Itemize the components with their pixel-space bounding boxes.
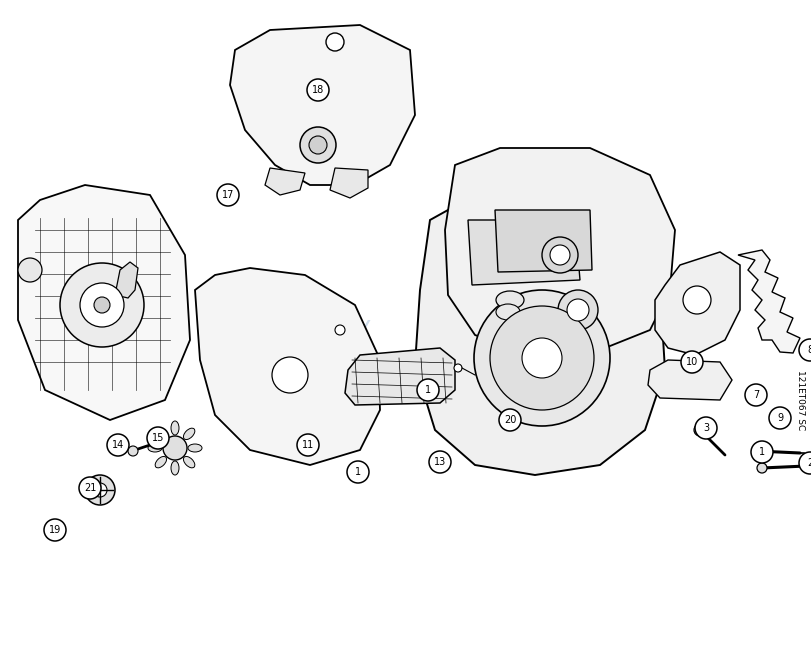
Circle shape [347, 461, 369, 483]
Circle shape [300, 127, 336, 163]
Text: ered by      n Spares: ered by n Spares [264, 314, 546, 342]
Polygon shape [230, 25, 415, 185]
Polygon shape [115, 262, 138, 298]
Circle shape [335, 325, 345, 335]
Circle shape [522, 338, 562, 378]
Circle shape [85, 475, 115, 505]
Circle shape [567, 299, 589, 321]
Circle shape [745, 384, 767, 406]
Polygon shape [468, 220, 580, 285]
Circle shape [454, 364, 462, 372]
Circle shape [757, 463, 767, 473]
Circle shape [18, 258, 42, 282]
Text: 15: 15 [152, 433, 164, 443]
Text: 11: 11 [302, 440, 314, 450]
Text: 19: 19 [49, 525, 61, 535]
Circle shape [474, 290, 610, 426]
Polygon shape [738, 250, 800, 353]
Text: 9: 9 [777, 413, 783, 423]
Polygon shape [415, 195, 665, 475]
Circle shape [550, 245, 570, 265]
Text: 2: 2 [807, 458, 811, 468]
Circle shape [542, 237, 578, 273]
Circle shape [272, 357, 308, 393]
Text: 1: 1 [425, 385, 431, 395]
Text: 8: 8 [807, 345, 811, 355]
Text: 121ET067 SC: 121ET067 SC [796, 370, 805, 430]
Polygon shape [195, 268, 380, 465]
Circle shape [751, 441, 773, 463]
Ellipse shape [188, 444, 202, 452]
Ellipse shape [496, 291, 524, 309]
Polygon shape [18, 185, 190, 420]
Ellipse shape [171, 461, 179, 475]
Circle shape [429, 451, 451, 473]
Circle shape [93, 483, 107, 497]
Circle shape [694, 424, 706, 436]
Circle shape [499, 409, 521, 431]
Circle shape [558, 290, 598, 330]
Polygon shape [345, 348, 455, 405]
Circle shape [309, 136, 327, 154]
Polygon shape [265, 168, 305, 195]
Circle shape [128, 446, 138, 456]
Circle shape [107, 434, 129, 456]
Circle shape [695, 417, 717, 439]
Text: 3: 3 [703, 423, 709, 433]
Circle shape [297, 434, 319, 456]
Text: 1: 1 [355, 467, 361, 477]
Circle shape [217, 184, 239, 206]
Circle shape [147, 427, 169, 449]
Ellipse shape [155, 428, 166, 439]
Ellipse shape [148, 444, 162, 452]
Polygon shape [655, 252, 740, 355]
Text: 17: 17 [222, 190, 234, 200]
Circle shape [163, 436, 187, 460]
Circle shape [417, 379, 439, 401]
Text: 18: 18 [312, 85, 324, 95]
Circle shape [681, 351, 703, 373]
Text: 10: 10 [686, 357, 698, 367]
Circle shape [44, 519, 66, 541]
Circle shape [307, 79, 329, 101]
Text: 7: 7 [753, 390, 759, 400]
Circle shape [752, 446, 762, 456]
Ellipse shape [183, 456, 195, 468]
Ellipse shape [496, 304, 520, 320]
Circle shape [769, 407, 791, 429]
Polygon shape [648, 360, 732, 400]
Text: 13: 13 [434, 457, 446, 467]
Ellipse shape [171, 421, 179, 435]
Circle shape [799, 452, 811, 474]
Ellipse shape [155, 456, 166, 468]
Circle shape [799, 339, 811, 361]
Text: 14: 14 [112, 440, 124, 450]
Text: 1: 1 [759, 447, 765, 457]
Circle shape [79, 477, 101, 499]
Circle shape [490, 306, 594, 410]
Polygon shape [445, 148, 675, 355]
Text: 20: 20 [504, 415, 516, 425]
Ellipse shape [183, 428, 195, 439]
Circle shape [60, 263, 144, 347]
Text: 21: 21 [84, 483, 97, 493]
Polygon shape [330, 168, 368, 198]
Circle shape [80, 283, 124, 327]
Circle shape [94, 297, 110, 313]
Circle shape [326, 33, 344, 51]
Circle shape [683, 286, 711, 314]
Polygon shape [495, 210, 592, 272]
